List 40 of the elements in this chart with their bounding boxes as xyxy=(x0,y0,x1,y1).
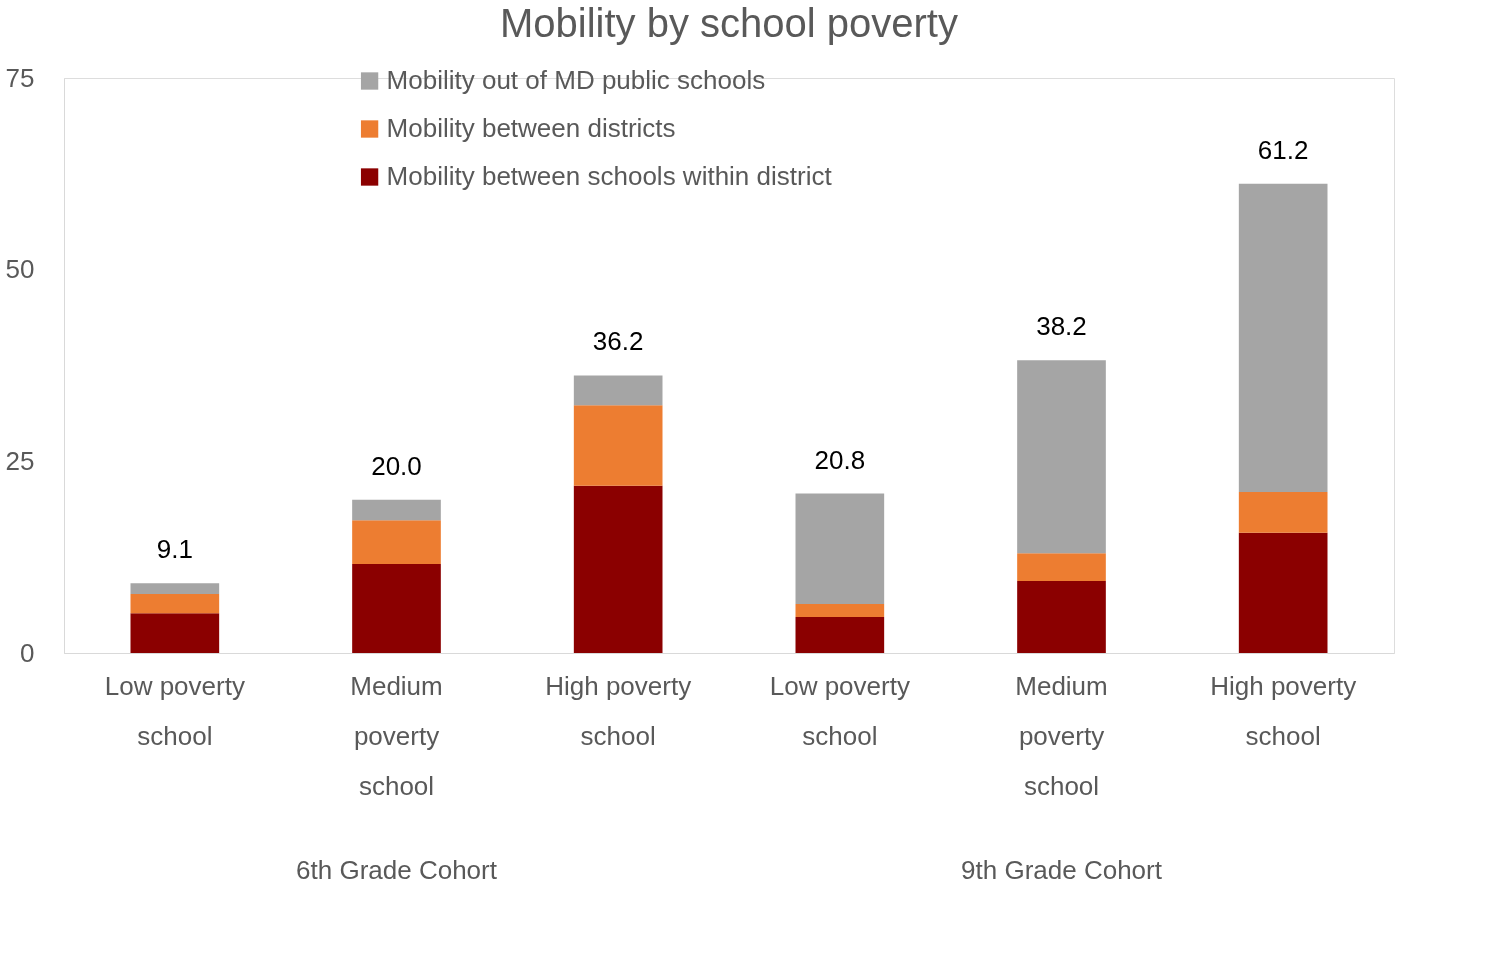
bar xyxy=(1238,532,1328,653)
text: 6th Grade Cohort xyxy=(296,855,498,885)
x-tick-label: Low poverty school xyxy=(769,670,910,751)
bar xyxy=(352,520,441,565)
total-label: 9.1 xyxy=(156,534,193,565)
y-tick-label: 25 xyxy=(5,445,35,476)
bar xyxy=(130,593,220,614)
total-label: 20.8 xyxy=(814,444,866,475)
x-tick-label: High poverty school xyxy=(1210,670,1357,751)
bar xyxy=(130,583,220,594)
x-tick-label: Medium poverty school xyxy=(1015,670,1108,801)
bar xyxy=(352,564,441,653)
legend-label: Mobility out of MD public schools xyxy=(386,65,766,95)
x-tick-label: Low poverty school xyxy=(104,670,245,751)
y-tick-label: 50 xyxy=(5,254,35,285)
bar xyxy=(1017,580,1106,653)
total-label: 36.2 xyxy=(592,326,644,357)
total-label: 38.2 xyxy=(1036,311,1087,342)
text: 9th Grade Cohort xyxy=(961,855,1163,885)
total-label: 61.2 xyxy=(1257,134,1309,165)
total-label: 20.0 xyxy=(371,450,422,481)
bar xyxy=(573,375,663,406)
chart-title: Mobility by school poverty xyxy=(500,1,958,45)
bar xyxy=(795,493,885,604)
x-tick-label: High poverty school xyxy=(545,670,692,751)
bar xyxy=(1017,553,1106,581)
bar xyxy=(573,485,663,653)
bar xyxy=(795,616,885,653)
x-tick-label: Medium poverty school xyxy=(350,670,443,801)
bar xyxy=(130,613,220,653)
bar xyxy=(352,499,441,521)
y-tick-label: 75 xyxy=(5,62,35,93)
bar xyxy=(1238,183,1328,492)
bar xyxy=(573,405,663,486)
legend-label: Mobility between districts xyxy=(386,113,676,143)
bar xyxy=(1238,492,1328,533)
legend-label: Mobility between schools within district xyxy=(386,161,833,191)
bar xyxy=(1017,360,1106,554)
y-tick-label: 0 xyxy=(20,637,35,668)
bar xyxy=(795,603,885,617)
